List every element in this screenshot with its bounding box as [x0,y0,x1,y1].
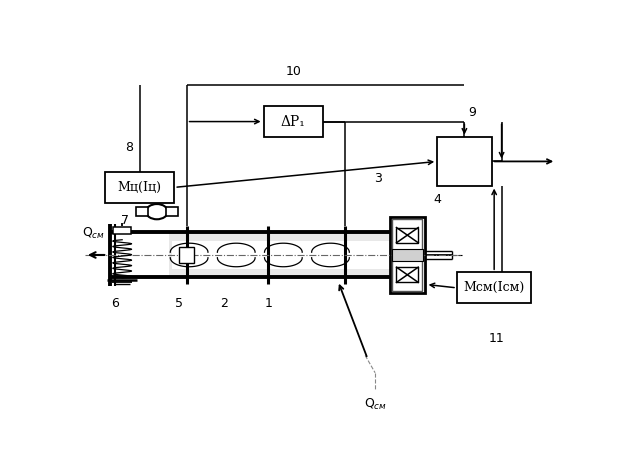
Text: Q$_{см}$: Q$_{см}$ [83,226,106,241]
Text: 8: 8 [125,141,134,154]
Bar [396,267,419,283]
Text: 1: 1 [264,297,273,310]
Text: 4: 4 [433,193,441,206]
Text: 10: 10 [285,65,301,78]
Bar [113,226,131,234]
Text: Mсм(Iсм): Mсм(Iсм) [463,281,525,294]
Text: 6: 6 [111,297,118,310]
Text: 5: 5 [175,297,183,310]
Text: Mц(Iц): Mц(Iц) [118,181,161,194]
Text: 3: 3 [374,172,381,185]
Bar [105,172,174,203]
Bar [437,137,492,186]
Text: 7: 7 [120,214,129,227]
Bar [396,228,419,243]
Text: Q$_{см}$: Q$_{см}$ [364,397,387,412]
Text: 11: 11 [489,332,504,345]
Text: 9: 9 [468,106,476,119]
Bar [179,248,194,263]
Bar [264,106,323,137]
Bar [392,219,422,291]
Text: ΔP₁: ΔP₁ [281,115,306,129]
Bar [136,207,148,216]
Bar [457,272,531,303]
Circle shape [146,204,168,219]
Text: 2: 2 [220,297,228,310]
Bar [166,207,178,216]
Bar [169,233,417,278]
Bar [172,241,415,269]
Bar [390,217,425,293]
Bar [392,249,423,261]
